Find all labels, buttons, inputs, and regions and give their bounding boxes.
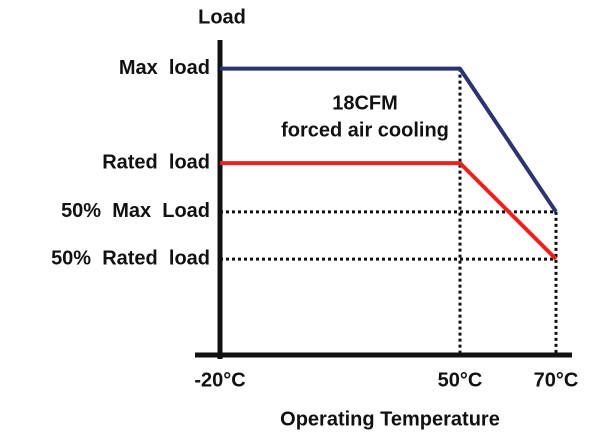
y-tick-label: 50% Max Load (61, 200, 210, 222)
x-axis-label: Operating Temperature (280, 408, 500, 430)
y-tick-label: 50% Rated load (51, 247, 210, 269)
x-tick-label: 50°C (438, 369, 483, 391)
series-line (220, 66, 558, 213)
y-axis-label: Load (198, 6, 246, 28)
x-tick-label: -20°C (194, 369, 245, 391)
annotation: forced air cooling (281, 119, 449, 141)
series-line (220, 161, 558, 261)
annotation: 18CFM (332, 92, 398, 114)
x-tick-label: 70°C (534, 369, 579, 391)
y-tick-label: Max load (119, 57, 210, 79)
y-tick-label: Rated load (102, 151, 210, 173)
